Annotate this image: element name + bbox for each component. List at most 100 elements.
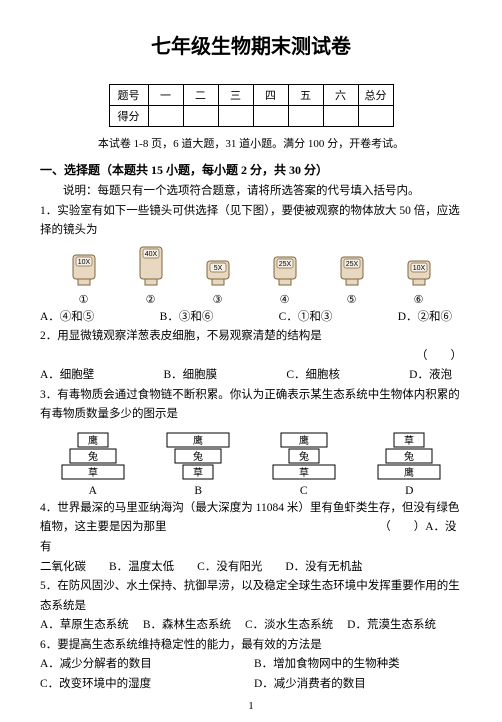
q2-brack: （ ）	[40, 347, 462, 367]
q1-options: A．④和⑤ B．③和⑥ C．①和③ D．②和⑥	[40, 308, 462, 328]
svg-text:兔: 兔	[193, 450, 203, 463]
instruction: 说明：每题只有一个选项符合题意，请将所选答案的代号填入括号内。	[40, 182, 462, 202]
exam-page: 七年级生物期末测试卷 题号 一 二 三 四 五 六 总分 得分 本试卷 1-8 …	[0, 0, 502, 722]
sc-6	[323, 106, 358, 127]
svg-text:鹰: 鹰	[88, 434, 98, 447]
q1-lens-row: 10X ① 40X ② 5X ③ 25X ④ 25X ⑤ 10X ⑥	[40, 245, 462, 306]
lens-item: 40X ②	[134, 245, 168, 306]
svg-text:5X: 5X	[213, 265, 222, 272]
lens-item: 10X ①	[67, 253, 101, 306]
svg-text:10X: 10X	[412, 265, 425, 272]
lens-item: 25X ⑤	[335, 255, 369, 306]
score-header-row: 题号 一 二 三 四 五 六 总分	[109, 85, 393, 106]
q3-stem: 3．有毒物质会通过食物链不断积累。你认为正确表示某生态系统中生物体内积累的有毒物…	[40, 386, 462, 425]
pyramid-item: 鹰兔草B	[160, 431, 236, 497]
q6-options-r2: C．改变环境中的湿度 D．减少消费者的数目	[40, 675, 462, 695]
lens-item: 25X ④	[268, 255, 302, 306]
lens-icon: 10X	[67, 253, 101, 291]
svg-text:兔: 兔	[88, 450, 98, 463]
q2-optB: B．细胞膜	[163, 366, 217, 386]
paper-info: 本试卷 1-8 页，6 道大题，31 道小题。满分 100 分，开卷考试。	[40, 135, 462, 151]
th-7: 总分	[358, 85, 393, 106]
svg-text:草: 草	[404, 435, 414, 447]
pyramid-label: C	[300, 485, 308, 497]
q1-optB: B．③和⑥	[160, 308, 214, 328]
lens-number: ④	[280, 293, 290, 306]
lens-icon: 10X	[402, 259, 436, 291]
score-table: 题号 一 二 三 四 五 六 总分 得分	[109, 84, 394, 127]
th-1: 一	[148, 85, 183, 106]
sc-1	[148, 106, 183, 127]
q4-stem: 4．世界最深的马里亚纳海沟（最大深度为 11084 米）里有鱼虾类生存，但没有绿…	[40, 499, 462, 558]
svg-text:兔: 兔	[299, 450, 309, 463]
th-2: 二	[183, 85, 218, 106]
sc-3	[218, 106, 253, 127]
score-value-row: 得分	[109, 106, 393, 127]
lens-icon: 5X	[201, 259, 235, 291]
sc-2	[183, 106, 218, 127]
svg-text:草: 草	[299, 467, 309, 479]
q6-optA: A．减少分解者的数目	[40, 655, 240, 675]
pyramid-item: 草兔鹰 D	[371, 431, 447, 497]
pyramid-item: 鹰兔草C	[266, 431, 342, 497]
q6-options-r1: A．减少分解者的数目 B．增加食物网中的生物种类	[40, 655, 462, 675]
pyramid-icon: 鹰兔草	[55, 431, 131, 483]
q6-optD: D．减少消费者的数目	[254, 675, 366, 695]
q2-stem: 2．用显微镜观察洋葱表皮细胞，不易观察清楚的结构是	[40, 327, 462, 347]
pyramid-item: 鹰兔草A	[55, 431, 131, 497]
page-title: 七年级生物期末测试卷	[40, 30, 462, 59]
q5-optD: D．荒漠生态系统	[347, 616, 436, 636]
svg-text:40X: 40X	[144, 251, 157, 258]
svg-text:25X: 25X	[345, 261, 358, 268]
q5-stem: 5．在防风固沙、水土保持、抗御旱涝，以及稳定全球生态环境中发挥重要作用的生态系统…	[40, 577, 462, 616]
section-1-head: 一、选择题（本题共 15 小题，每小题 2 分，共 30 分）	[40, 161, 462, 178]
lens-number: ③	[213, 293, 223, 306]
q6-optC: C．改变环境中的湿度	[40, 675, 240, 695]
lens-item: 10X ⑥	[402, 259, 436, 306]
sc-5	[288, 106, 323, 127]
th-6: 六	[323, 85, 358, 106]
pyramid-label: B	[194, 485, 202, 497]
lens-item: 5X ③	[201, 259, 235, 306]
th-0: 题号	[109, 85, 148, 106]
q4-options-line: 二氧化碳 B．温度太低 C．没有阳光 D．没有无机盐	[40, 561, 363, 573]
pyramid-icon: 草兔鹰	[371, 431, 447, 483]
lens-icon: 25X	[335, 255, 369, 291]
lens-icon: 25X	[268, 255, 302, 291]
lens-icon: 40X	[134, 245, 168, 291]
pyramid-label: A	[89, 485, 97, 497]
th-3: 三	[218, 85, 253, 106]
sc-4	[253, 106, 288, 127]
q5-optB: B．森林生态系统	[143, 616, 231, 636]
lens-number: ②	[146, 293, 156, 306]
q1-optC: C．①和③	[279, 308, 333, 328]
pyramid-label: D	[405, 485, 413, 497]
q1-optA: A．④和⑤	[40, 308, 94, 328]
score-label: 得分	[109, 106, 148, 127]
q6-optB: B．增加食物网中的生物种类	[254, 655, 400, 675]
q1-optD: D．②和⑥	[398, 308, 452, 328]
q2-optD: D．液泡	[409, 366, 452, 386]
svg-text:草: 草	[193, 467, 203, 479]
lens-number: ⑤	[347, 293, 357, 306]
q2-optC: C．细胞核	[286, 366, 340, 386]
svg-text:鹰: 鹰	[193, 434, 203, 447]
pyramid-icon: 鹰兔草	[266, 431, 342, 483]
svg-text:25X: 25X	[278, 261, 291, 268]
lens-number: ⑥	[414, 293, 424, 306]
q6-stem: 6．要提高生态系统维持稳定性的能力，最有效的方法是	[40, 636, 462, 656]
th-4: 四	[253, 85, 288, 106]
q5-optA: A．草原生态系统	[40, 616, 129, 636]
svg-text:10X: 10X	[77, 259, 90, 266]
q1-stem: 1．实验室有如下一些镜头可供选择（见下图），要使被观察的物体放大 50 倍，应选…	[40, 202, 462, 241]
th-5: 五	[288, 85, 323, 106]
q5-optC: C．淡水生态系统	[245, 616, 333, 636]
q4-opts: 二氧化碳 B．温度太低 C．没有阳光 D．没有无机盐	[40, 558, 462, 578]
svg-text:草: 草	[88, 467, 98, 479]
svg-text:鹰: 鹰	[404, 466, 414, 479]
page-number: 1	[40, 700, 462, 712]
q2-optA: A．细胞壁	[40, 366, 94, 386]
q5-options: A．草原生态系统 B．森林生态系统 C．淡水生态系统 D．荒漠生态系统	[40, 616, 462, 636]
pyramid-icon: 鹰兔草	[160, 431, 236, 483]
svg-text:鹰: 鹰	[299, 434, 309, 447]
